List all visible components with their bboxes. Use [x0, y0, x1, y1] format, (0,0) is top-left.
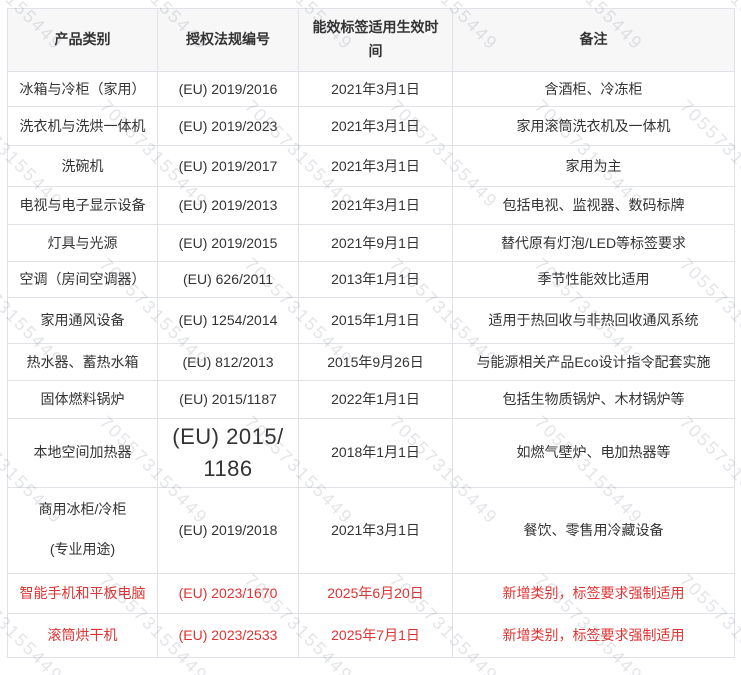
cell-category: 洗碗机 [7, 145, 158, 187]
cell-regulation: (EU) 2019/2013 [157, 186, 299, 225]
header-regulation-number: 授权法规编号 [157, 8, 299, 72]
header-remarks: 备注 [452, 8, 735, 72]
table-body: 冰箱与冷柜（家用） (EU) 2019/2016 2021年3月1日 含酒柜、冷冻柜洗… [7, 71, 735, 658]
cell-note: 适用于热回收与非热回收通风系统 [452, 297, 735, 344]
table-header-row: 产品类别 授权法规编号 能效标签适用生效时间 备注 [7, 8, 735, 72]
cell-regulation: (EU) 2015/1186 [157, 418, 299, 488]
eu-energy-label-table: 产品类别 授权法规编号 能效标签适用生效时间 备注 冰箱与冷柜（家用） (EU) … [7, 8, 735, 658]
table-row: 本地空间加热器 (EU) 2015/1186 2018年1月1日 如燃气壁炉、电加热器… [7, 418, 735, 488]
cell-note: 家用为主 [452, 145, 735, 187]
cell-note: 新增类别，标签要求强制适用 [452, 612, 735, 658]
cell-category: 洗衣机与洗烘一体机 [7, 106, 158, 146]
cell-date: 2018年1月1日 [298, 418, 453, 488]
cell-category: 电视与电子显示设备 [7, 186, 158, 225]
cell-date: 2021年9月1日 [298, 224, 453, 262]
cell-note: 餐饮、零售用冷藏设备 [452, 486, 735, 574]
cell-category: 本地空间加热器 [7, 418, 158, 488]
cell-note: 含酒柜、冷冻柜 [452, 71, 735, 107]
cell-date: 2021年3月1日 [298, 186, 453, 225]
table-row: 滚筒烘干机 (EU) 2023/2533 2025年7月1日 新增类别，标签要求强制适… [7, 612, 735, 658]
cell-category: 空调（房间空调器） [7, 261, 158, 298]
cell-category: 商用冰柜/冷柜 (专业用途) [7, 486, 158, 574]
cell-category: 灯具与光源 [7, 224, 158, 262]
table-row: 洗碗机 (EU) 2019/2017 2021年3月1日 家用为主 [7, 145, 735, 187]
table-row: 电视与电子显示设备 (EU) 2019/2013 2021年3月1日 包括电视、监视器… [7, 186, 735, 225]
cell-regulation: (EU) 626/2011 [157, 261, 299, 298]
table-row: 固体燃料锅炉 (EU) 2015/1187 2022年1月1日 包括生物质锅炉、木材锅… [7, 380, 735, 419]
cell-note: 季节性能效比适用 [452, 261, 735, 298]
table-row: 洗衣机与洗烘一体机 (EU) 2019/2023 2021年3月1日 家用滚筒洗衣机及… [7, 106, 735, 146]
cell-regulation: (EU) 2023/1670 [157, 572, 299, 614]
table-row: 冰箱与冷柜（家用） (EU) 2019/2016 2021年3月1日 含酒柜、冷冻柜 [7, 71, 735, 107]
cell-note: 新增类别，标签要求强制适用 [452, 572, 735, 614]
table-row: 灯具与光源 (EU) 2019/2015 2021年9月1日 替代原有灯泡/LED等标… [7, 224, 735, 262]
cell-note: 包括生物质锅炉、木材锅炉等 [452, 380, 735, 419]
cell-regulation: (EU) 2019/2018 [157, 486, 299, 574]
cell-date: 2013年1月1日 [298, 261, 453, 298]
cell-regulation: (EU) 2019/2017 [157, 145, 299, 187]
cell-category: 冰箱与冷柜（家用） [7, 71, 158, 107]
cell-regulation: (EU) 812/2013 [157, 343, 299, 381]
header-effective-date: 能效标签适用生效时间 [298, 8, 453, 72]
cell-regulation: (EU) 2023/2533 [157, 612, 299, 658]
table-row: 空调（房间空调器） (EU) 626/2011 2013年1月1日 季节性能效比适用 [7, 261, 735, 298]
cell-category: 热水器、蓄热水箱 [7, 343, 158, 381]
cell-note: 如燃气壁炉、电加热器等 [452, 418, 735, 488]
cell-date: 2021年3月1日 [298, 106, 453, 146]
cell-date: 2015年9月26日 [298, 343, 453, 381]
cell-regulation: (EU) 2019/2015 [157, 224, 299, 262]
header-product-category: 产品类别 [7, 8, 158, 72]
cell-date: 2021年3月1日 [298, 486, 453, 574]
cell-note: 替代原有灯泡/LED等标签要求 [452, 224, 735, 262]
cell-note: 包括电视、监视器、数码标牌 [452, 186, 735, 225]
table-row: 智能手机和平板电脑 (EU) 2023/1670 2025年6月20日 新增类别，标签… [7, 572, 735, 614]
cell-regulation: (EU) 2019/2016 [157, 71, 299, 107]
cell-regulation: (EU) 2015/1187 [157, 380, 299, 419]
table-row: 热水器、蓄热水箱 (EU) 812/2013 2015年9月26日 与能源相关产品Ec… [7, 343, 735, 381]
cell-regulation: (EU) 2019/2023 [157, 106, 299, 146]
cell-date: 2022年1月1日 [298, 380, 453, 419]
cell-note: 与能源相关产品Eco设计指令配套实施 [452, 343, 735, 381]
cell-category: 固体燃料锅炉 [7, 380, 158, 419]
cell-date: 2025年7月1日 [298, 612, 453, 658]
cell-date: 2015年1月1日 [298, 297, 453, 344]
cell-category: 智能手机和平板电脑 [7, 572, 158, 614]
cell-category: 家用通风设备 [7, 297, 158, 344]
table-row: 商用冰柜/冷柜 (专业用途) (EU) 2019/2018 2021年3月1日 餐饮、… [7, 486, 735, 574]
cell-date: 2021年3月1日 [298, 71, 453, 107]
cell-date: 2025年6月20日 [298, 572, 453, 614]
cell-note: 家用滚筒洗衣机及一体机 [452, 106, 735, 146]
cell-category: 滚筒烘干机 [7, 612, 158, 658]
cell-regulation: (EU) 1254/2014 [157, 297, 299, 344]
cell-date: 2021年3月1日 [298, 145, 453, 187]
table-row: 家用通风设备 (EU) 1254/2014 2015年1月1日 适用于热回收与非热回收… [7, 297, 735, 344]
